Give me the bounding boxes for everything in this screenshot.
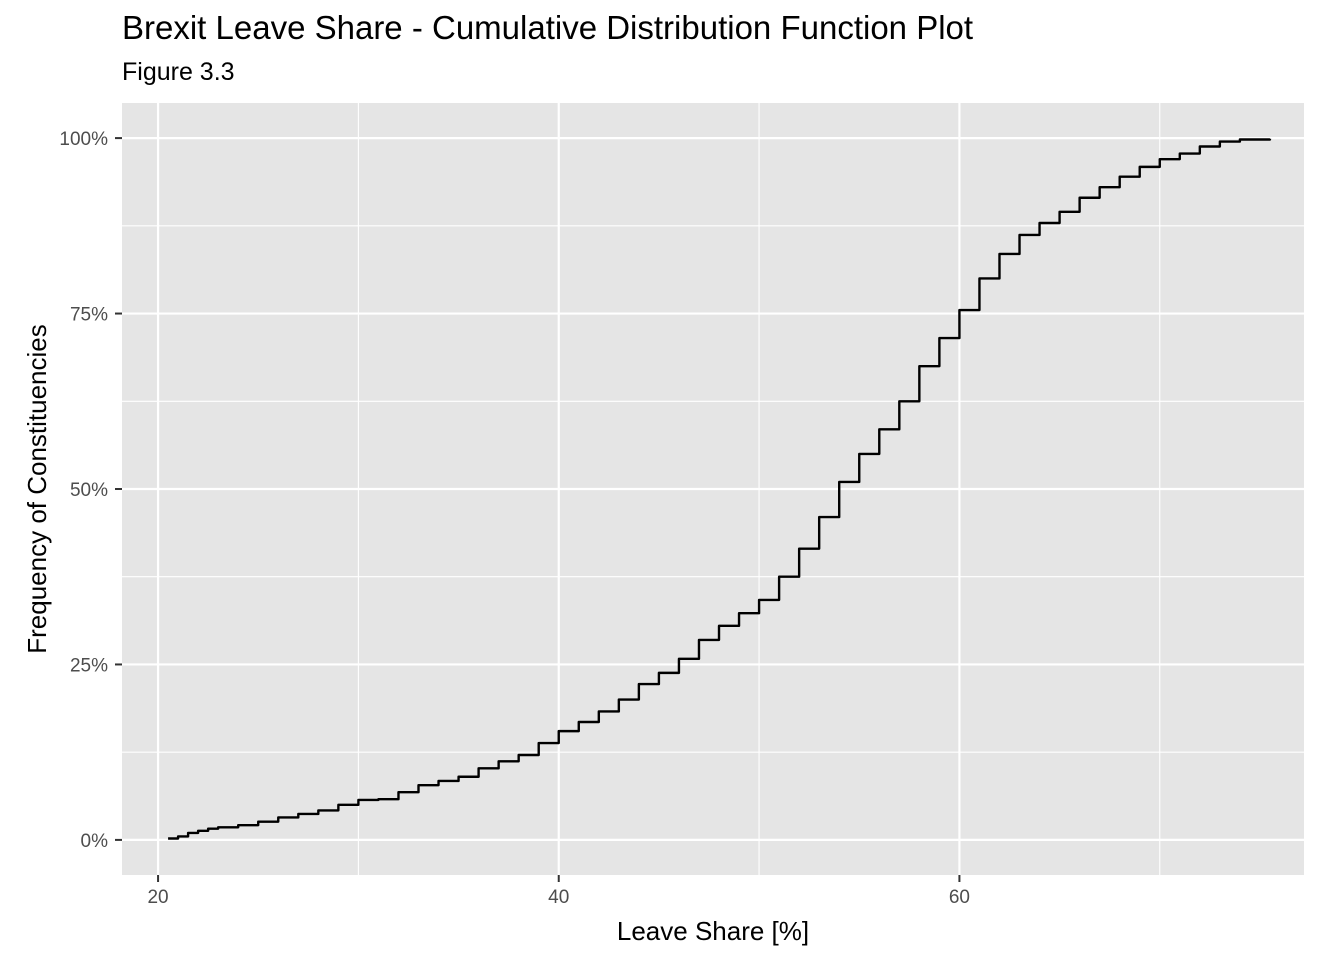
- x-tick-label: 60: [949, 887, 970, 908]
- minor-gridlines: [122, 103, 1304, 875]
- y-tick-label: 25%: [70, 655, 108, 676]
- y-tick-label: 0%: [81, 831, 109, 852]
- chart-title: Brexit Leave Share - Cumulative Distribu…: [122, 9, 974, 46]
- x-tick-label: 40: [548, 887, 569, 908]
- major-gridlines: [122, 103, 1304, 875]
- x-axis-title: Leave Share [%]: [617, 916, 809, 946]
- x-tick-label: 20: [147, 887, 168, 908]
- chart-subtitle: Figure 3.3: [122, 58, 235, 86]
- y-tick-label: 100%: [59, 129, 108, 150]
- cdf-line: [168, 138, 1272, 840]
- y-tick-label: 75%: [70, 305, 108, 326]
- y-axis-title: Frequency of Constituencies: [22, 324, 52, 654]
- y-tick-label: 50%: [70, 480, 108, 501]
- axis-ticks: 20 40 60 0% 25% 50% 75% 100%: [59, 129, 970, 908]
